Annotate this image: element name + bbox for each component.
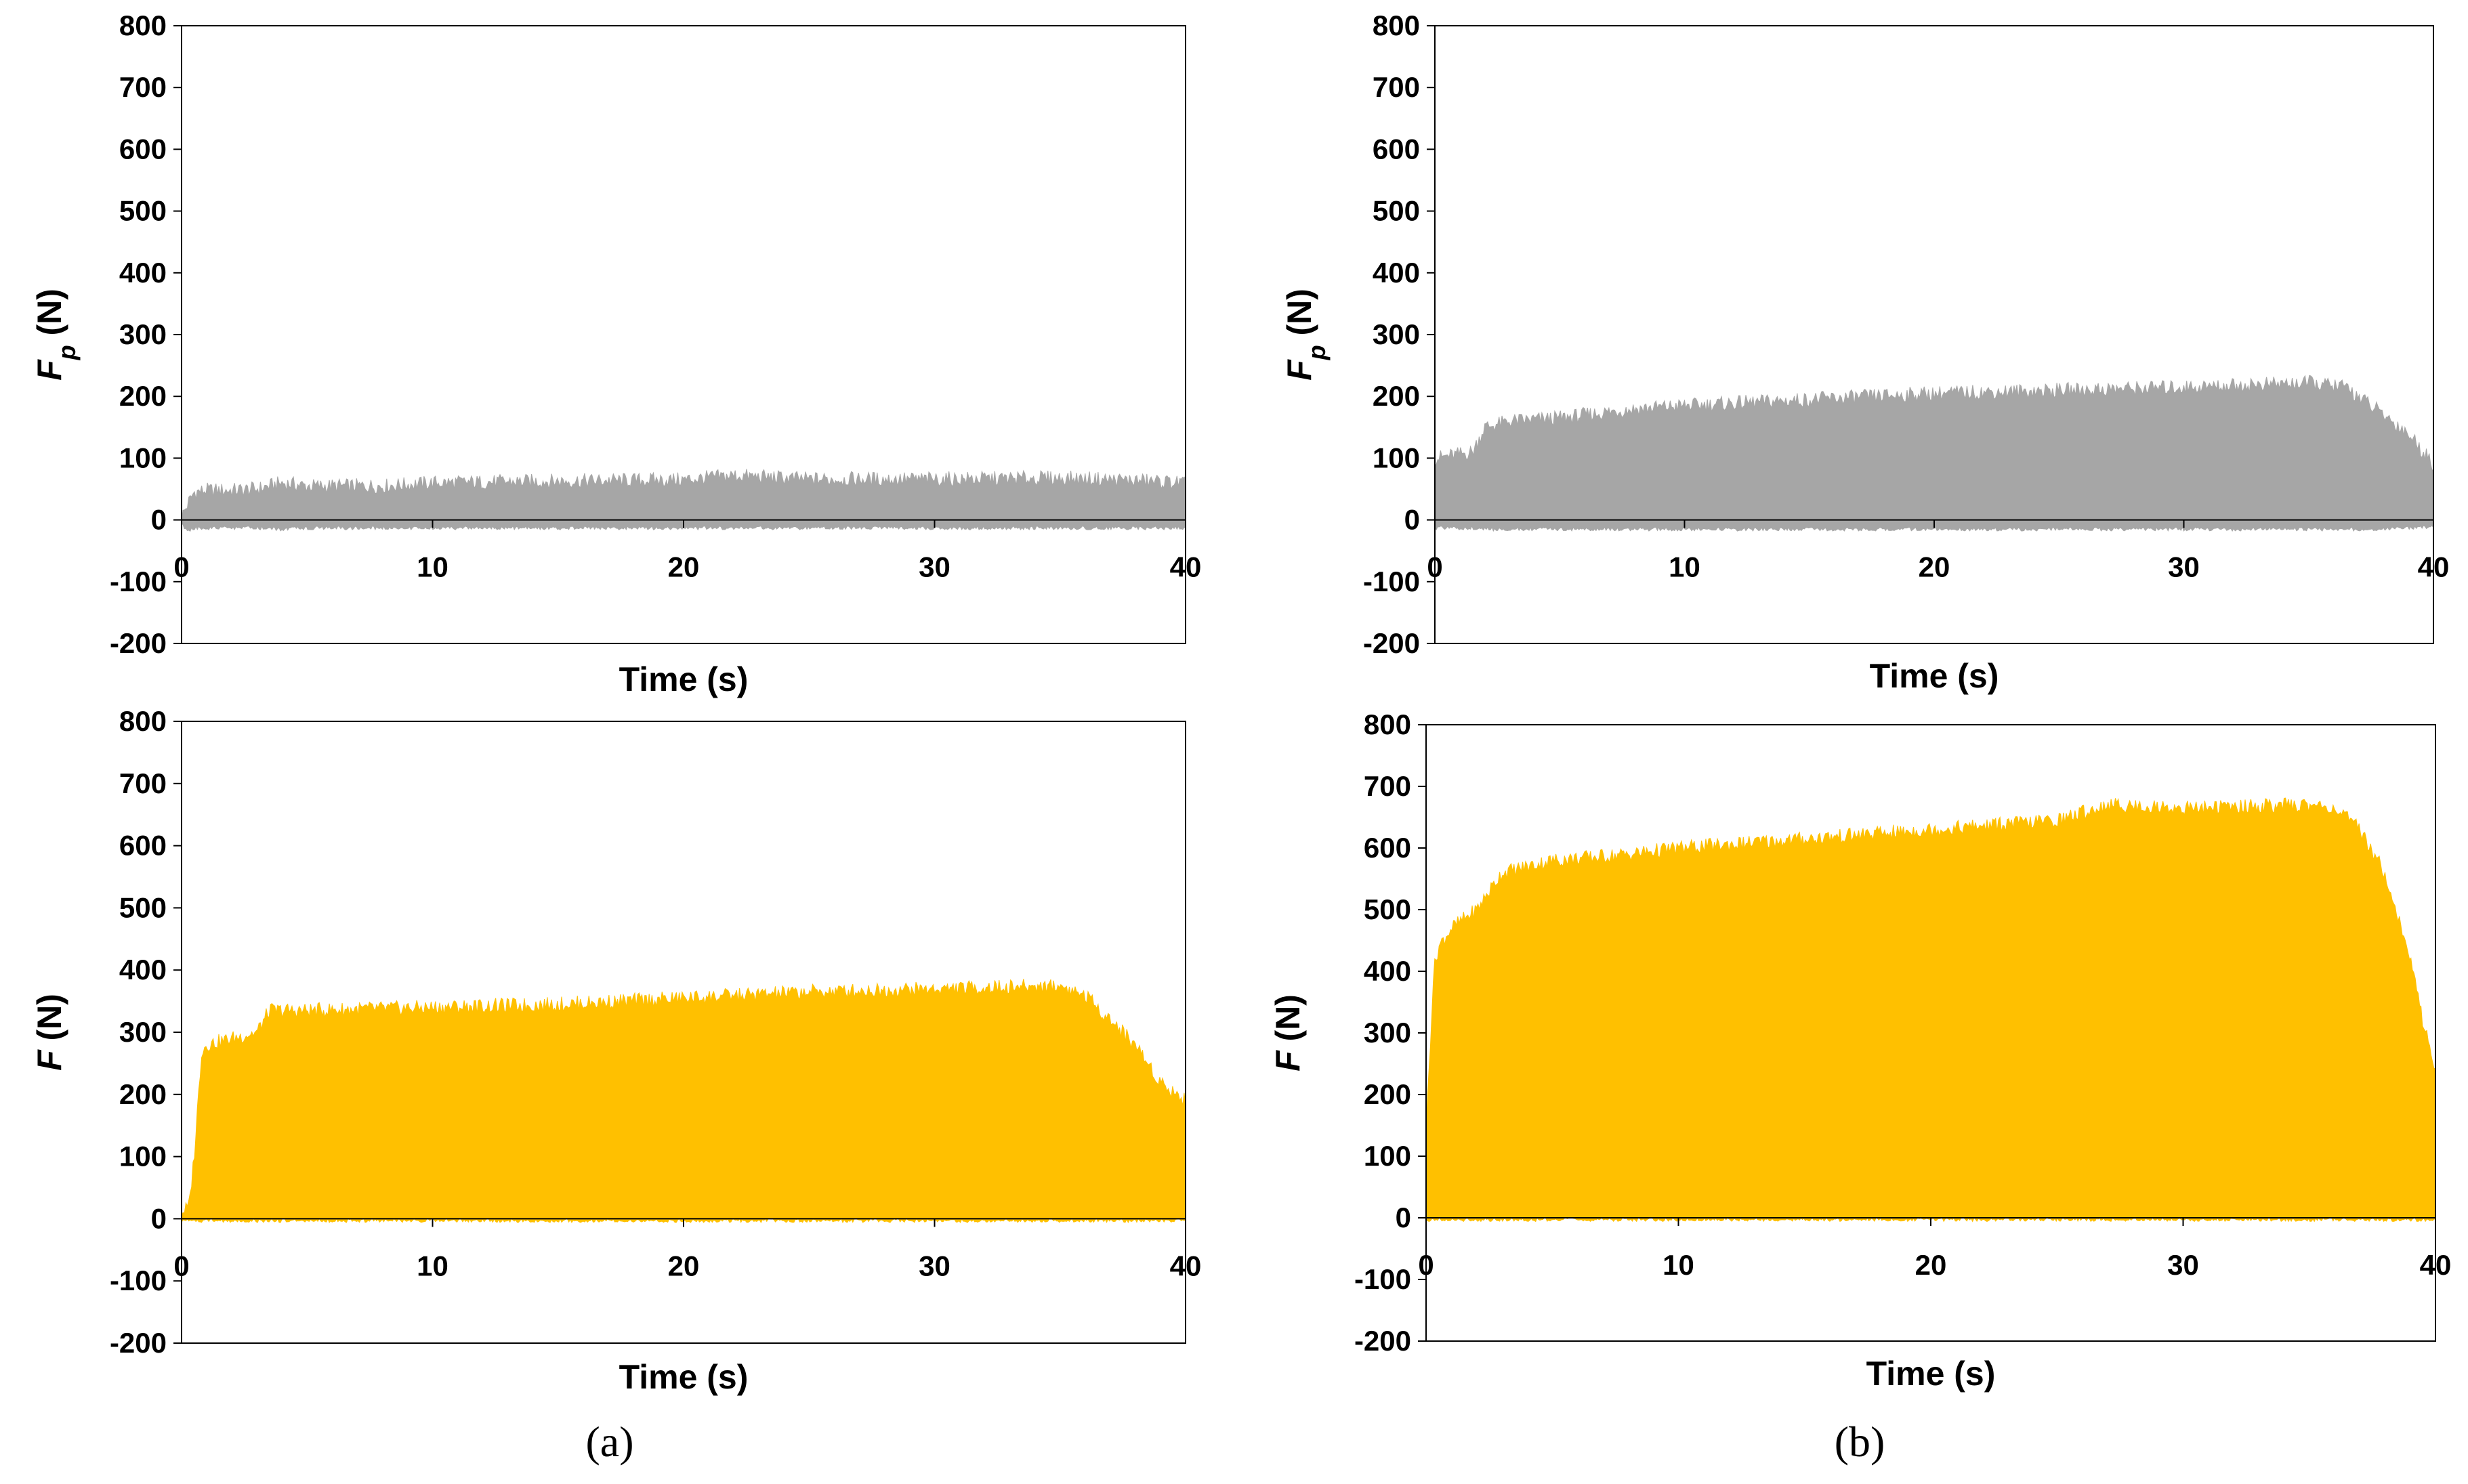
y-tick-label: 200 — [119, 380, 167, 412]
y-tick-label: 200 — [1373, 380, 1420, 412]
y-tick-label: -100 — [1354, 1263, 1411, 1295]
chart-b-bottom: F (N) Time (s) -200-10001002003004005006… — [1269, 708, 2451, 1393]
x-tick-label: 0 — [1427, 551, 1442, 583]
y-tick-label: 300 — [119, 1016, 167, 1048]
y-tick-label: -100 — [110, 1265, 167, 1296]
y-tick-label: 800 — [119, 9, 167, 41]
y-tick-label: 700 — [119, 767, 167, 799]
x-tick-label: 0 — [173, 551, 189, 583]
x-tick-label: 10 — [1669, 551, 1700, 583]
x-tick-label: 40 — [2418, 551, 2450, 583]
y-tick-label: 0 — [151, 504, 167, 536]
y-tick-label: 200 — [119, 1078, 167, 1110]
y-tick-label: 800 — [119, 705, 167, 737]
y-tick-label: 800 — [1364, 708, 1411, 740]
y-tick-label: 400 — [1364, 955, 1411, 987]
x-tick-label: 30 — [919, 551, 950, 583]
y-tick-label: 200 — [1364, 1078, 1411, 1110]
x-tick-label: 30 — [2168, 551, 2200, 583]
x-tick-label: 20 — [668, 1250, 700, 1281]
y-tick-label: 0 — [1396, 1202, 1411, 1233]
y-tick-label: 600 — [119, 830, 167, 862]
x-tick-label: 0 — [173, 1250, 189, 1281]
y-axis-label: Fp (N) — [1280, 289, 1331, 381]
x-tick-label: 0 — [1418, 1249, 1434, 1281]
y-tick-label: 700 — [1373, 71, 1420, 103]
x-axis-label: Time (s) — [1866, 1355, 1996, 1393]
y-tick-label: 700 — [119, 71, 167, 103]
y-tick-label: 100 — [1364, 1140, 1411, 1172]
series-F-area — [1425, 797, 2436, 1223]
y-tick-label: 400 — [119, 257, 167, 289]
x-tick-label: 40 — [1170, 1250, 1202, 1281]
y-axis-label: F (N) — [1269, 994, 1307, 1072]
y-tick-label: 300 — [119, 318, 167, 350]
y-tick-label: 400 — [119, 954, 167, 985]
chart-a-bottom: F (N) Time (s) -200-10001002003004005006… — [30, 705, 1201, 1396]
y-tick-label: 100 — [119, 442, 167, 473]
caption-a: (a) — [585, 1418, 633, 1466]
y-tick-label: 0 — [1404, 504, 1420, 536]
x-tick-label: 30 — [2167, 1249, 2199, 1281]
series-Fp-area — [1434, 375, 2434, 532]
y-tick-label: -100 — [110, 566, 167, 597]
y-tick-label: -200 — [1354, 1325, 1411, 1357]
y-tick-label: -200 — [1363, 627, 1420, 659]
y-tick-label: 600 — [1373, 133, 1420, 165]
y-tick-label: -200 — [110, 627, 167, 659]
x-tick-label: 30 — [919, 1250, 950, 1281]
y-tick-label: 500 — [1373, 195, 1420, 227]
x-tick-label: 20 — [668, 551, 700, 583]
y-axis-label: F (N) — [30, 994, 68, 1071]
x-tick-label: 10 — [417, 551, 448, 583]
x-tick-label: 20 — [1915, 1249, 1947, 1281]
y-tick-label: 300 — [1373, 318, 1420, 350]
x-tick-label: 40 — [1170, 551, 1202, 583]
y-tick-label: 300 — [1364, 1017, 1411, 1048]
y-axis-label: Fp (N) — [30, 289, 81, 381]
y-tick-label: 500 — [119, 891, 167, 923]
y-tick-label: -100 — [1363, 566, 1420, 597]
series-F-area — [181, 979, 1186, 1224]
y-tick-label: 100 — [1373, 442, 1420, 473]
y-tick-label: 500 — [1364, 893, 1411, 925]
y-tick-label: 700 — [1364, 770, 1411, 802]
chart-b-top: Fp (N) Time (s) -200-1000100200300400500… — [1280, 9, 2449, 695]
x-tick-label: 40 — [2420, 1249, 2452, 1281]
y-tick-label: 100 — [119, 1141, 167, 1172]
y-tick-label: 500 — [119, 195, 167, 227]
y-tick-label: 400 — [1373, 257, 1420, 289]
x-tick-label: 10 — [1662, 1249, 1694, 1281]
y-tick-label: 0 — [151, 1202, 167, 1234]
y-tick-label: 800 — [1373, 9, 1420, 41]
x-axis-label: Time (s) — [619, 1358, 749, 1396]
y-tick-label: -200 — [110, 1327, 167, 1359]
y-tick-label: 600 — [119, 133, 167, 165]
x-tick-label: 20 — [1919, 551, 1950, 583]
chart-a-top: Fp (N) Time (s) -200-1000100200300400500… — [30, 9, 1201, 698]
x-tick-label: 10 — [417, 1250, 448, 1281]
x-axis-label: Time (s) — [1870, 657, 1999, 695]
y-tick-label: 600 — [1364, 832, 1411, 864]
x-axis-label: Time (s) — [619, 660, 749, 698]
caption-b: (b) — [1835, 1418, 1885, 1466]
